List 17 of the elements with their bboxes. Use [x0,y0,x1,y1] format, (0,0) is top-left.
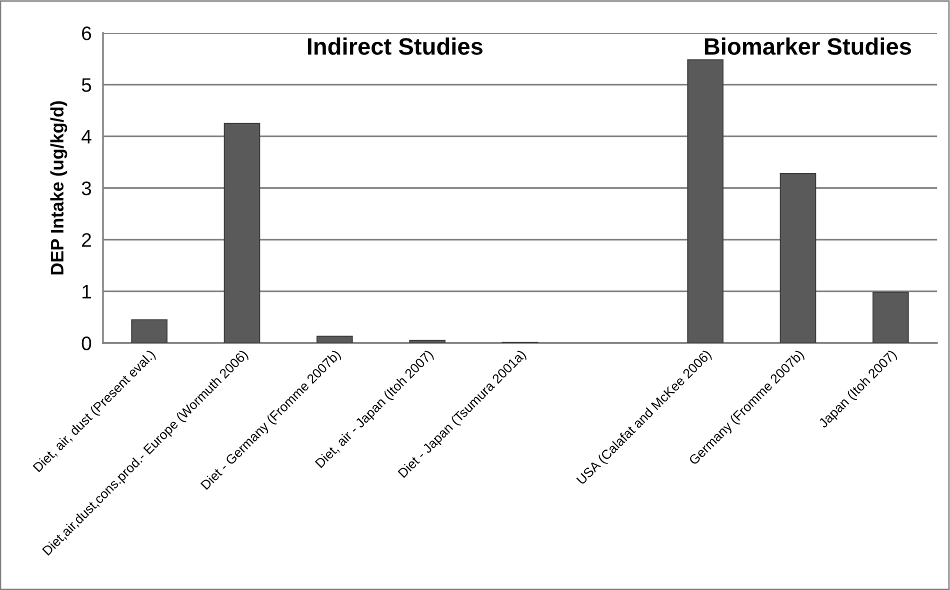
y-tick-label: 2 [82,233,91,247]
bar [131,319,168,343]
bar [409,340,446,343]
y-axis-title: DEP Intake (ug/kg/d) [50,101,68,274]
y-tick-label: 5 [82,78,92,92]
bar [872,292,909,343]
annotation: Indirect Studies [308,37,482,55]
y-tick-label: 1 [82,285,91,298]
y-tick-label: 3 [82,181,92,196]
bar [224,122,260,343]
y-tick-label: 6 [82,26,92,40]
y-tick-label: 0 [82,336,92,350]
bar [780,172,816,343]
bar [687,59,724,343]
annotation: Biomarker Studies [704,37,912,55]
bar [316,336,353,343]
y-tick-label: 4 [82,130,92,144]
